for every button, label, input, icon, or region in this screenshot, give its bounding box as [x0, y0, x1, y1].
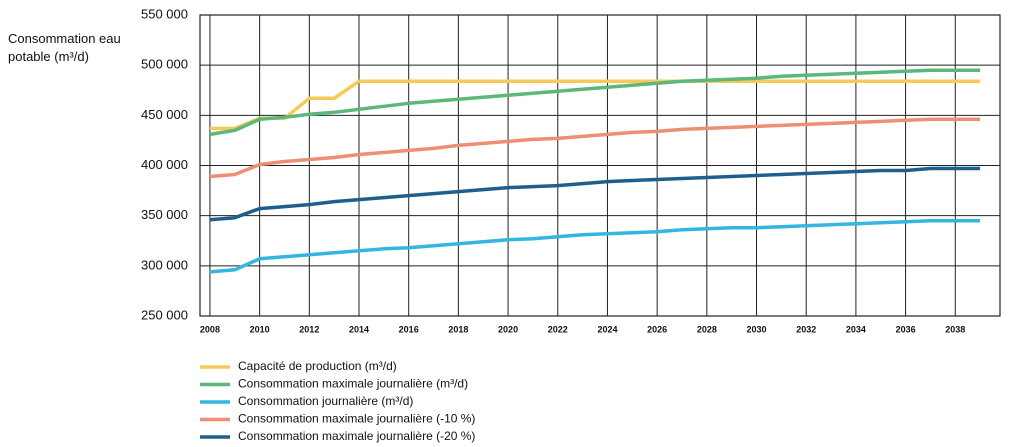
- x-tick-label: 2008: [200, 324, 220, 334]
- series-line: [209, 166, 981, 222]
- x-tick-label: 2014: [349, 324, 369, 334]
- x-tick-label: 2022: [548, 324, 568, 334]
- legend-label: Capacité de production (m³/d): [238, 359, 397, 373]
- x-tick-label: 2020: [498, 324, 518, 334]
- y-axis-label: Consommation eau potable (m³/d): [8, 31, 121, 64]
- x-tick-label: 2036: [896, 324, 916, 334]
- x-tick-label: 2016: [399, 324, 419, 334]
- x-tick-label: 2018: [448, 324, 468, 334]
- x-tick-label: 2024: [597, 324, 617, 334]
- x-tick-label: 2028: [697, 324, 717, 334]
- y-tick-label: 300 000: [141, 257, 188, 272]
- legend-label: Consommation maximale journalière (m³/d): [238, 377, 468, 391]
- x-tick-label: 2012: [299, 324, 319, 334]
- x-tick-label: 2026: [647, 324, 667, 334]
- legend-label: Consommation maximale journalière (-10 %…: [238, 412, 475, 426]
- x-tick-label: 2010: [250, 324, 270, 334]
- legend-label: Consommation maximale journalière (-20 %…: [238, 429, 475, 443]
- legend-label: Consommation journalière (m³/d): [238, 394, 413, 408]
- series-line: [209, 68, 981, 137]
- series-line: [209, 218, 981, 274]
- y-tick-label: 400 000: [141, 157, 188, 172]
- y-tick-label: 450 000: [141, 107, 188, 122]
- x-tick-label: 2038: [945, 324, 965, 334]
- series-line: [209, 117, 981, 179]
- y-tick-label: 350 000: [141, 207, 188, 222]
- series-line: [209, 79, 981, 131]
- y-tick-label: 550 000: [141, 6, 188, 21]
- y-tick-label: 500 000: [141, 57, 188, 72]
- x-tick-label: 2030: [747, 324, 767, 334]
- x-tick-label: 2032: [796, 324, 816, 334]
- x-tick-label: 2034: [846, 324, 866, 334]
- y-tick-label: 250 000: [141, 307, 188, 322]
